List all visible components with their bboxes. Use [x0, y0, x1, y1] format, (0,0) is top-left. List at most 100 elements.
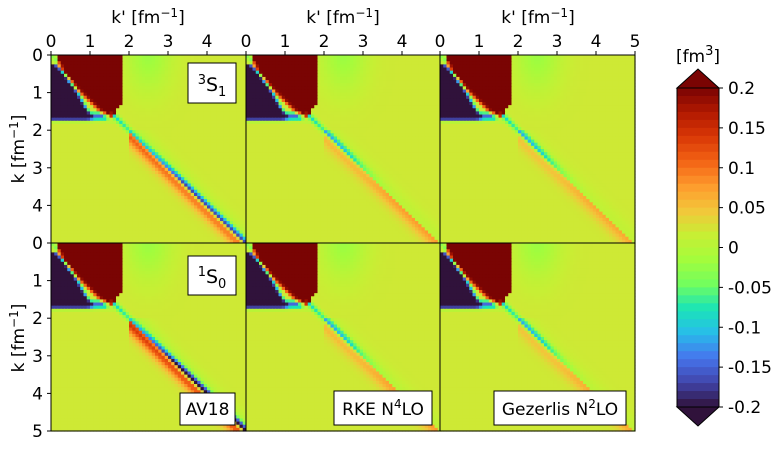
heatmap-cell	[151, 152, 156, 156]
heatmap-cell	[86, 224, 91, 228]
heatmap-cell	[106, 155, 111, 159]
heatmap-cell	[184, 105, 189, 109]
heatmap-cell	[333, 55, 338, 59]
heatmap-cell	[135, 120, 140, 125]
heatmap-cell	[236, 167, 241, 172]
heatmap-cell	[233, 192, 237, 197]
heatmap-cell	[161, 236, 166, 241]
heatmap-cell	[90, 186, 94, 191]
heatmap-cell	[80, 145, 85, 150]
heatmap-cell	[223, 239, 228, 244]
heatmap-cell	[181, 136, 185, 141]
heatmap-cell	[200, 174, 205, 178]
heatmap-cell	[187, 111, 192, 116]
heatmap-cell	[239, 152, 244, 156]
heatmap-cell	[57, 73, 62, 78]
heatmap-cell	[122, 136, 127, 141]
heatmap-cell	[223, 123, 228, 128]
heatmap-cell	[109, 236, 114, 241]
heatmap-cell	[122, 64, 127, 69]
heatmap-cell	[106, 139, 111, 144]
heatmap-cell	[122, 86, 127, 91]
heatmap-cell	[239, 58, 244, 62]
heatmap-cell	[73, 224, 78, 228]
heatmap-cell	[67, 236, 72, 241]
heatmap-cell	[132, 139, 137, 144]
heatmap-cell	[220, 145, 224, 150]
heatmap-cell	[203, 199, 208, 203]
heatmap-cell	[64, 111, 68, 116]
heatmap-cell	[161, 192, 166, 197]
heatmap-cell	[155, 183, 159, 188]
heatmap-cell	[57, 64, 62, 69]
heatmap-cell	[216, 170, 221, 175]
heatmap-cell	[60, 145, 65, 150]
heatmap-cell	[402, 58, 406, 62]
heatmap-cell	[86, 161, 91, 166]
heatmap-cell	[109, 114, 114, 119]
heatmap-cell	[226, 202, 231, 206]
heatmap-cell	[109, 196, 114, 200]
heatmap-cell	[223, 105, 228, 109]
heatmap-cell	[138, 214, 143, 219]
heatmap-cell	[220, 161, 224, 166]
heatmap-cell	[64, 89, 68, 94]
heatmap-cell	[363, 61, 367, 65]
heatmap-cell	[236, 142, 241, 147]
heatmap-cell	[80, 224, 85, 228]
heatmap-cell	[51, 108, 55, 112]
heatmap-cell	[125, 98, 130, 103]
heatmap-cell	[73, 111, 78, 116]
heatmap-cell	[408, 58, 413, 62]
heatmap-cell	[70, 133, 75, 138]
heatmap-cell	[116, 211, 120, 216]
heatmap-cell	[239, 76, 244, 81]
heatmap-cell	[70, 105, 75, 109]
heatmap-cell	[73, 158, 78, 163]
heatmap-cell	[216, 211, 221, 216]
heatmap-cell	[86, 221, 91, 225]
heatmap-cell	[99, 133, 104, 138]
heatmap-cell	[356, 61, 361, 65]
heatmap-cell	[168, 224, 172, 228]
heatmap-cell	[229, 120, 234, 125]
heatmap-cell	[242, 152, 247, 156]
heatmap-cell	[213, 108, 218, 112]
heatmap-cell	[142, 233, 146, 238]
heatmap-cell	[138, 67, 143, 72]
heatmap-cell	[112, 58, 117, 62]
heatmap-cell	[151, 108, 156, 112]
heatmap-cell	[181, 127, 185, 131]
heatmap-cell	[174, 114, 179, 119]
heatmap-cell	[129, 133, 133, 138]
heatmap-cell	[203, 133, 208, 138]
heatmap-cell	[164, 177, 169, 181]
heatmap-cell	[164, 76, 169, 81]
heatmap-cell	[106, 76, 111, 81]
heatmap-cell	[86, 86, 91, 91]
heatmap-cell	[67, 202, 72, 206]
heatmap-cell	[317, 61, 322, 65]
heatmap-cell	[138, 76, 143, 81]
heatmap-cell	[54, 55, 59, 59]
heatmap-cell	[129, 108, 133, 112]
heatmap-cell	[184, 155, 189, 159]
heatmap-cell	[60, 202, 65, 206]
heatmap-cell	[106, 55, 111, 59]
heatmap-cell	[135, 227, 140, 232]
heatmap-cell	[161, 227, 166, 232]
heatmap-cell	[80, 105, 85, 109]
heatmap-cell	[112, 161, 117, 166]
heatmap-cell	[242, 224, 247, 228]
heatmap-cell	[226, 186, 231, 191]
heatmap-cell	[155, 73, 159, 78]
heatmap-cell	[177, 120, 182, 125]
heatmap-cell	[187, 123, 192, 128]
heatmap-cell	[93, 217, 98, 222]
heatmap-cell	[177, 102, 182, 106]
heatmap-cell	[86, 186, 91, 191]
heatmap-cell	[135, 117, 140, 122]
heatmap-cell	[411, 58, 416, 62]
heatmap-cell	[164, 205, 169, 210]
heatmap-cell	[112, 98, 117, 103]
